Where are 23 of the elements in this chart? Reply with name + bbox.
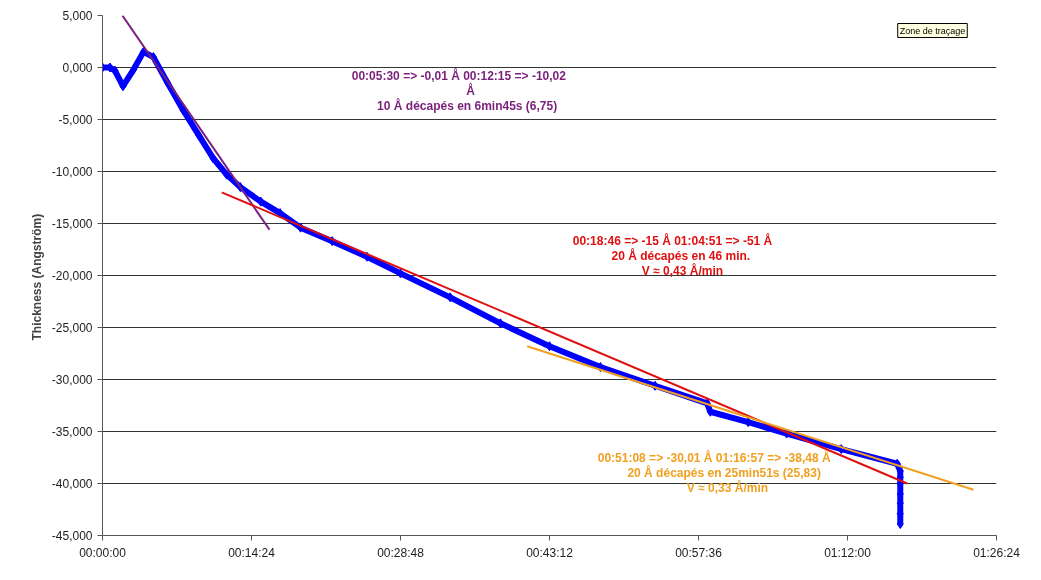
annotation: Zone de traçage xyxy=(899,25,966,36)
x-tick-label: 00:57:36 xyxy=(675,545,723,560)
y-tick-label: -40,000 xyxy=(51,477,93,491)
y-tick-label: -15,000 xyxy=(51,217,93,231)
x-tick-label: 00:00:00 xyxy=(79,545,127,560)
y-tick-label: -25,000 xyxy=(51,321,93,335)
x-tick-label: 00:43:12 xyxy=(526,545,574,560)
y-tick-label: -10,000 xyxy=(51,165,93,179)
y-tick-label: 5,000 xyxy=(62,9,93,23)
x-tick-label: 01:12:00 xyxy=(824,545,872,560)
annotation: 00:05:30 => -0,01 Å 00:12:15 => -10,02 Å 10 Å décapés en 6min45s (6,75) xyxy=(351,67,567,114)
y-tick-label: -45,000 xyxy=(51,529,93,543)
x-tick-label: 01:26:24 xyxy=(973,545,1021,560)
y-axis-title: Thickness (Angström) xyxy=(29,213,44,341)
y-tick-label: -35,000 xyxy=(51,425,93,439)
annotation: 00:18:46 => -15 Å 01:04:51 => -51 Å 20 Å décapés en 46 min. V ≈ 0,43 Å/min xyxy=(572,232,773,279)
y-tick-label: -30,000 xyxy=(51,373,93,387)
annotation: 00:51:08 => -30,01 Å 01:16:57 => -38,48 Å 20 Å décapés en 25min51s (25,83) V ≈ 0,33 Å/min xyxy=(597,449,831,496)
x-tick-label: 00:14:24 xyxy=(228,545,276,560)
x-tick-label: 00:28:48 xyxy=(377,545,425,560)
y-tick-label: -20,000 xyxy=(51,269,93,283)
y-tick-label: -5,000 xyxy=(58,113,93,127)
y-tick-label: 0,000 xyxy=(62,61,93,75)
